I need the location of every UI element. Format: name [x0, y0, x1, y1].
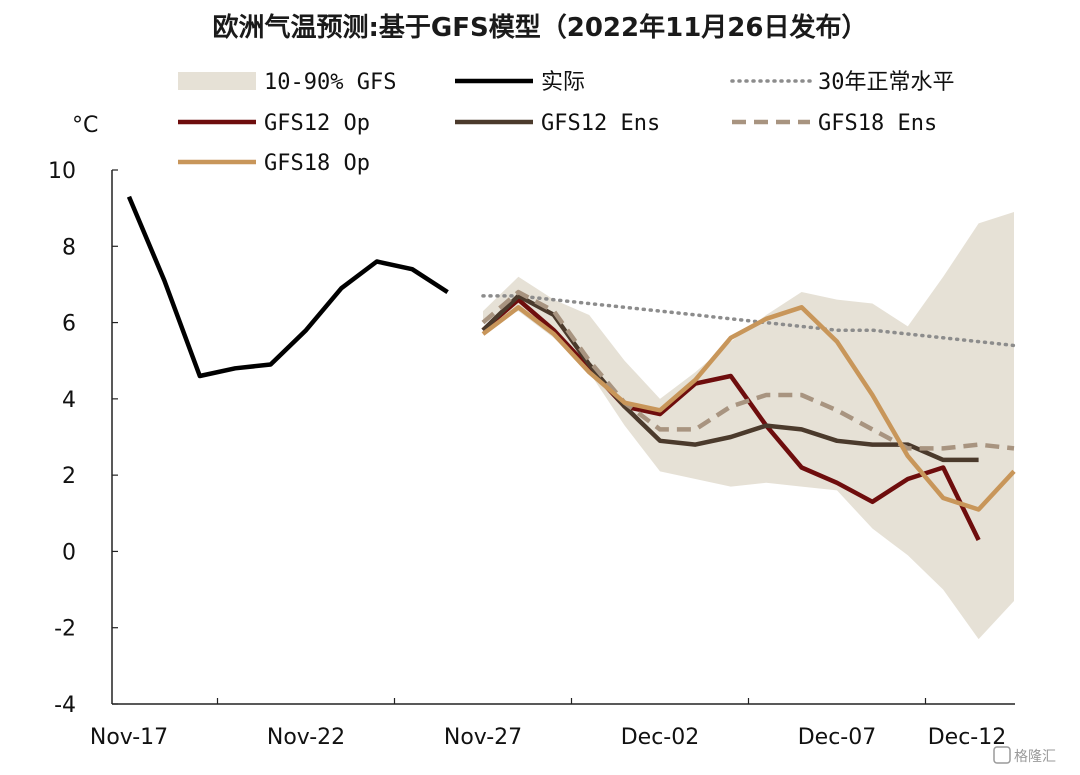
x-tick-label: Dec-02 — [621, 725, 700, 750]
watermark: 格隆汇 — [993, 746, 1056, 765]
legend-item-0: 10-90% GFS — [178, 70, 396, 95]
legend: 10-90% GFS 实际 30年正常水平 GFS12 Op GFS12 Ens GFS1… — [178, 70, 955, 176]
series-line-4 — [481, 289, 1015, 451]
y-tick-label: -2 — [54, 617, 76, 642]
legend-item-3: GFS12 Op — [178, 111, 370, 136]
legend-swatch — [178, 72, 256, 90]
x-tick-label: Dec-12 — [928, 725, 1007, 750]
legend-label: GFS18 Op — [264, 151, 370, 176]
legend-label: 30年正常水平 — [818, 70, 955, 95]
legend-label: GFS12 Ens — [541, 111, 660, 136]
series-line-5 — [481, 305, 1016, 512]
series-layer — [126, 195, 1016, 541]
watermark-logo-icon — [993, 746, 1011, 764]
legend-item-4: GFS12 Ens — [455, 111, 660, 136]
series-line-2 — [481, 297, 981, 541]
y-tick-label: 6 — [62, 312, 76, 337]
x-tick-label: Nov-17 — [90, 725, 168, 750]
legend-label: GFS18 Ens — [818, 111, 937, 136]
legend-label: 实际 — [541, 70, 585, 95]
legend-item-6: GFS18 Op — [178, 151, 370, 176]
watermark-text: 格隆汇 — [1014, 749, 1056, 765]
series-line-0 — [126, 195, 449, 379]
band-10-90-gfs — [483, 211, 1014, 640]
axes-layer: 10 8 6 4 2 0 -2 -4 Nov-17 Nov-22 Nov-27 Dec-02 Dec-0… — [48, 159, 1015, 750]
legend-item-5: GFS18 Ens — [732, 111, 937, 136]
legend-label: GFS12 Op — [264, 111, 370, 136]
legend-item-1: 实际 — [455, 70, 585, 95]
y-tick-label: 4 — [62, 388, 76, 413]
y-tick-label: 8 — [62, 235, 76, 260]
legend-label: 10-90% GFS — [264, 70, 396, 95]
y-axis-unit: °C — [72, 113, 98, 138]
x-tick-label: Nov-22 — [267, 725, 345, 750]
x-tick-label: Dec-07 — [798, 725, 877, 750]
legend-item-2: 30年正常水平 — [730, 70, 955, 95]
x-tick-label: Nov-27 — [444, 725, 522, 750]
y-tick-label: -4 — [54, 693, 76, 718]
band-layer — [483, 211, 1014, 640]
y-tick-label: 10 — [48, 159, 76, 184]
y-tick-label: 0 — [62, 540, 76, 565]
y-tick-label: 2 — [62, 464, 76, 489]
chart-title: 欧洲气温预测:基于GFS模型（2022年11月26日发布） — [213, 12, 868, 43]
series-line-1 — [481, 294, 1016, 348]
